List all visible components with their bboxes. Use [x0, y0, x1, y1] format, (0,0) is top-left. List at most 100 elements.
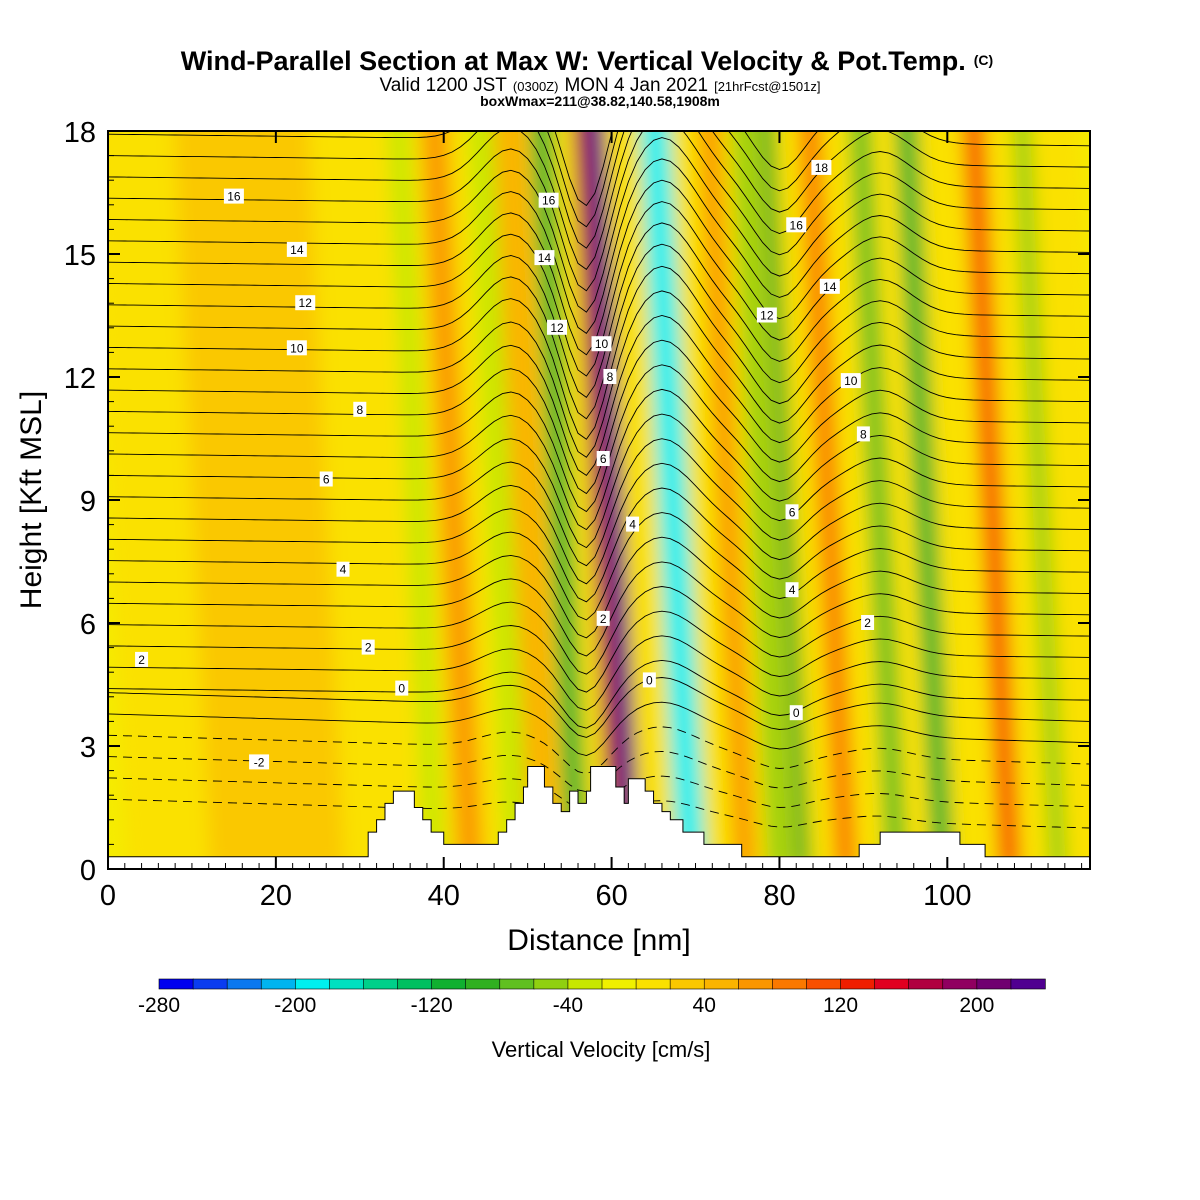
contour-label-bg: [811, 159, 832, 175]
contour-label-text: 14: [538, 251, 552, 265]
isentrope-26: [108, 179, 1090, 356]
box-wmax-info: boxWmax=211@38.82,140.58,1908m: [480, 93, 720, 109]
velocity-band-10: [640, 131, 706, 869]
contour-label-27: 4: [785, 582, 799, 598]
colorbar-tick-label: 120: [823, 994, 858, 1017]
colorbar-swatch-12: [567, 978, 603, 990]
contour-label-1: 14: [286, 241, 307, 257]
velocity-band-4: [422, 131, 484, 869]
contour-label-bg: [336, 561, 350, 577]
contour-label-bg: [591, 336, 612, 352]
contour-label-text: 6: [600, 452, 607, 466]
contour-label-21: 16: [786, 217, 807, 233]
contour-label-24: 10: [840, 373, 861, 389]
colorbar-label: Vertical Velocity [cm/s]: [492, 1037, 711, 1062]
contour-label-19: 0: [642, 672, 656, 688]
isentrope-33: [554, 131, 819, 207]
isentrope-13: [108, 487, 1090, 603]
colorbar-swatch-4: [295, 978, 331, 990]
contour-label-bg: [135, 651, 149, 667]
contour-label-text: 12: [299, 296, 313, 310]
isentrope-10: [108, 561, 1090, 657]
contour-label-bg: [295, 295, 316, 311]
contour-label-2: 12: [295, 295, 316, 311]
x-tick-label: 100: [923, 880, 971, 912]
colorbar-swatch-22: [908, 978, 944, 990]
contour-label-18: 2: [596, 610, 610, 626]
velocity-band-6: [493, 131, 563, 869]
contour-label-text: 2: [864, 616, 871, 630]
contour-label-bg: [786, 217, 807, 233]
colorbar: -280 -200 -120 -40 40 120 200: [138, 978, 1046, 1017]
title-copyright-mark: (C): [974, 52, 993, 68]
isentrope-9: [108, 586, 1090, 675]
contour-label-14: 10: [591, 336, 612, 352]
contour-label-4: 8: [353, 401, 367, 417]
contour-label-11: 16: [538, 192, 559, 208]
isentrope-12: [108, 512, 1090, 621]
x-tick-labels: 0 20 40 60 80 100: [100, 880, 972, 912]
isentrope-27: [108, 158, 1090, 335]
colorbar-tick-label: -200: [274, 994, 316, 1017]
contour-label-text: 16: [790, 218, 804, 232]
y-tick-label: 12: [64, 363, 96, 395]
y-tick-label: 0: [80, 855, 96, 887]
isentrope-19: [108, 339, 1090, 495]
contour-label-text: 2: [138, 653, 145, 667]
contour-label-bg: [286, 241, 307, 257]
contour-label-29: 0: [789, 705, 803, 721]
colorbar-swatch-20: [840, 978, 876, 990]
contour-label-text: 16: [542, 194, 556, 208]
colorbar-swatch-9: [465, 978, 501, 990]
colorbar-swatch-2: [226, 978, 262, 990]
colorbar-swatch-0: [158, 978, 194, 990]
contour-label-text: 14: [290, 243, 304, 257]
contour-label-bg: [223, 188, 244, 204]
contour-label-bg: [361, 639, 375, 655]
colorbar-tick-label: -280: [138, 994, 180, 1017]
contour-label-bg: [286, 340, 307, 356]
isentrope-23: [108, 243, 1090, 420]
contour-label-6: 4: [336, 561, 350, 577]
contour-label-bg: [789, 705, 803, 721]
contour-label-text: 4: [629, 518, 636, 532]
colorbar-tick-label: -40: [553, 994, 583, 1017]
isentrope-5: [108, 677, 1090, 738]
x-tick-label: 40: [428, 880, 460, 912]
contour-label-bg: [534, 250, 555, 266]
contour-label-13: 12: [547, 319, 568, 335]
colorbar-tick-label: -120: [411, 994, 453, 1017]
isentrope-18: [108, 364, 1090, 513]
colorbar-swatch-3: [260, 978, 297, 990]
contour-label-text: 6: [789, 505, 796, 519]
isentrope-14: [108, 462, 1090, 585]
isentrope-4: [108, 701, 1090, 756]
velocity-band-11: [699, 131, 756, 869]
contour-label-8: 2: [361, 639, 375, 655]
y-tick-label: 18: [64, 117, 96, 149]
contour-label-text: 12: [550, 321, 564, 335]
velocity-band-15: [850, 131, 908, 869]
contour-label-25: 8: [856, 426, 870, 442]
colorbar-swatch-24: [976, 978, 1012, 990]
colorbar-swatch-25: [1010, 978, 1046, 990]
contour-label-23: 12: [756, 307, 777, 323]
isentrope-22: [108, 265, 1090, 440]
contour-label-text: 8: [356, 403, 363, 417]
contour-label-5: 6: [319, 471, 333, 487]
contour-label-bg: [596, 451, 610, 466]
contour-label-bg: [819, 278, 840, 294]
terrain: [108, 766, 1090, 869]
y-tick-label: 15: [64, 240, 96, 272]
contour-label-text: 6: [323, 473, 330, 487]
contour-label-bg: [395, 680, 409, 696]
colorbar-swatch-16: [703, 978, 740, 990]
contour-label-text: 10: [290, 341, 304, 355]
isentrope-6: [108, 659, 1090, 729]
chart-title-text: Wind-Parallel Section at Max W: Vertical…: [181, 46, 966, 76]
valid-time-line: Valid 1200 JST (0300Z) MON 4 Jan 2021 [21hr…: [379, 75, 820, 96]
colorbar-tick-label: 40: [693, 994, 716, 1017]
contour-label-text: 0: [646, 673, 653, 687]
contour-label-3: 10: [286, 340, 307, 356]
